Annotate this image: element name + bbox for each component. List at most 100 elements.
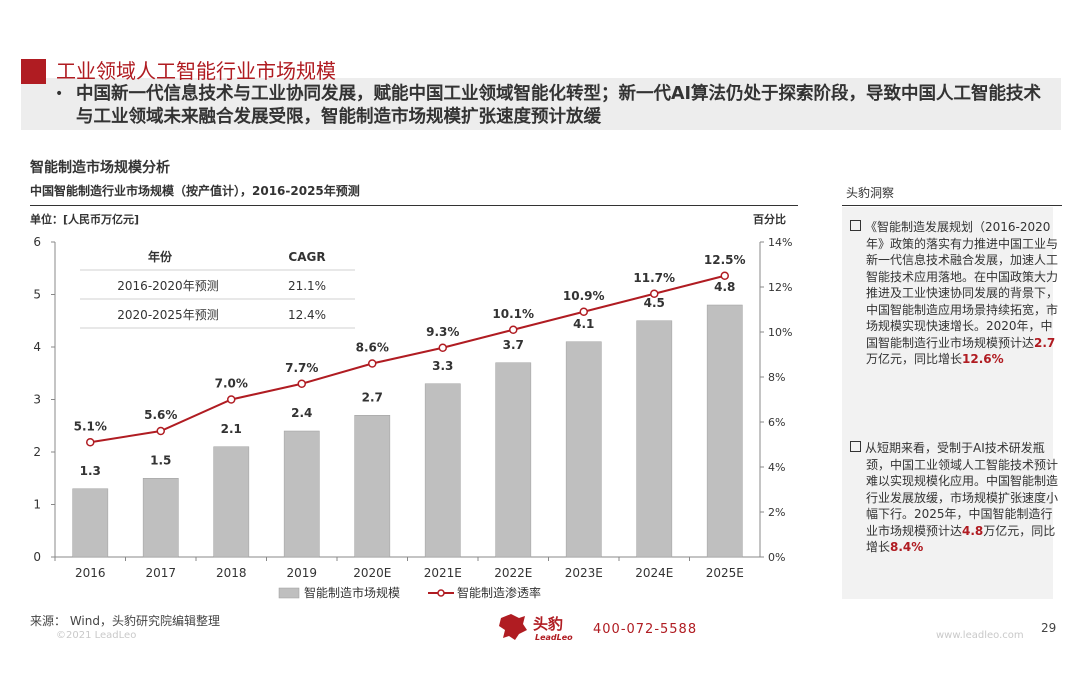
insight-divider [842,205,1062,206]
highlight-value: 8.4% [890,540,924,554]
line-point [227,395,236,404]
line-point [156,426,165,436]
x-tick-label: 2021E [424,566,462,580]
line-point [368,359,377,368]
bar-data-label: 4.8 [714,280,735,294]
bar-data-label: 2.7 [362,390,383,404]
x-tick-label: 2018 [216,566,247,580]
line-data-label: 11.7% [633,271,675,285]
source-note: 来源： Wind，头豹研究院编辑整理 [30,614,220,628]
chart-subtitle: 中国智能制造行业市场规模（按产值计），2016-2025年预测 [30,184,360,198]
x-tick-label: 2025E [706,566,744,580]
right-tick-label: 8% [768,371,785,384]
summary-box [21,78,1061,130]
line-data-label: 12.5% [704,253,746,267]
line-data-label: 10.9% [563,289,605,303]
insight-paragraph: 《智能制造发展规划（2016-2020年》政策的落实有力推进中国工业与新一代信息… [850,219,1064,368]
x-tick-label: 2024E [635,566,673,580]
bar [706,304,743,558]
left-tick-label: 3 [33,393,41,407]
line-point [720,271,729,280]
highlight-value: 2.7 [1034,335,1056,350]
bar-data-label: 1.3 [80,464,101,478]
table-header-bg [80,243,355,269]
legend-line-label: 智能制造渗透率 [457,585,541,600]
bar [424,383,461,558]
combo-chart: 0 1 2 3 4 5 6 0% 2% 4% 6% 8% 10% 12% 14% 2016 2017 2018 20… [33,235,792,600]
penetration-line [90,274,725,444]
brand-logo: 头豹 LeadLeo [497,612,589,646]
legend-line-marker [437,589,445,597]
line-point [297,379,306,388]
bar-data-label: 2.1 [221,422,242,436]
insight-title: 头豹洞察 [846,186,895,200]
highlight-value: 4.8 [962,523,984,538]
left-tick-label: 5 [33,288,41,302]
x-tick-label: 2017 [145,566,176,580]
copyright: ©2021 LeadLeo [56,630,137,641]
insight-panel [842,207,1053,599]
table-cell: 2016-2020年预测 [117,279,218,293]
checkbox-icon [850,441,861,452]
bar-data-label: 4.5 [644,296,665,310]
legend-bar-swatch [278,587,300,599]
bar [495,362,532,558]
right-tick-label: 2% [768,506,785,519]
line-data-label: 7.7% [285,361,318,375]
line-data-label: 5.1% [74,419,107,433]
bar-data-label: 4.1 [573,317,594,331]
page-title: 工业领域人工智能行业市场规模 [56,59,336,83]
leopard-icon [499,614,527,640]
chart-legend: 智能制造市场规模 智能制造渗透率 [278,585,541,600]
highlight-value: 12.6% [962,352,1004,366]
line-point [438,343,447,352]
line-point [579,307,588,316]
x-tick-label: 2022E [494,566,532,580]
bar [354,415,391,558]
bar-data-label: 1.5 [150,453,171,467]
bullet-dot-icon: • [55,86,64,102]
summary-text: 中国新一代信息技术与工业协同发展，赋能中国工业领域智能化转型；新一代AI算法仍处… [76,84,1042,127]
logo-subtext: LeadLeo [535,633,573,642]
table-header-cell: CAGR [288,250,325,264]
title-marker [21,59,46,84]
bar-series: 1.3 1.5 2.1 2.4 2.7 3.3 3.7 4.1 4.5 4.8 [72,280,743,558]
bar [72,488,109,558]
table-cell: 12.4% [288,308,326,322]
line-point [86,438,95,447]
insight-paragraph: 从短期来看，受制于AI技术研发瓶颈，中国工业领域人工智能技术预计难以实现规模化应… [850,440,1064,556]
legend-bar-label: 智能制造市场规模 [304,585,400,600]
bar-data-label: 3.3 [432,359,453,373]
bar [565,341,602,558]
left-tick-label: 1 [33,498,41,512]
right-tick-label: 6% [768,416,785,429]
line-data-label: 9.3% [426,325,459,339]
checkbox-icon [850,220,861,231]
line-point [509,325,518,334]
subtitle-divider [30,205,798,206]
bar [142,478,179,558]
cagr-table: 年份 CAGR 2016-2020年预测 21.1% 2020-2025年预测 12.4% [80,243,355,329]
bar-data-label: 3.7 [503,338,524,352]
line-point [650,289,659,298]
chart-heading: 智能制造市场规模分析 [30,160,170,176]
line-data-label: 8.6% [356,341,389,355]
bar [636,320,673,558]
right-tick-label: 4% [768,461,785,474]
website-link[interactable]: www.leadleo.com [936,630,1024,641]
x-tick-label: 2019 [286,566,317,580]
line-data-label: 10.1% [492,307,534,321]
bar [283,430,320,558]
bar-data-label: 2.4 [291,406,312,420]
table-cell: 2020-2025年预测 [117,308,218,322]
right-axis-unit: 百分比 [753,213,786,226]
left-tick-label: 0 [33,550,41,564]
table-header-cell: 年份 [148,249,173,264]
table-cell: 21.1% [288,279,326,293]
right-tick-label: 14% [768,236,792,249]
phone-number[interactable]: 400-072-5588 [593,622,698,637]
page-number: 29 [1041,621,1057,635]
line-data-label: 5.6% [144,408,177,422]
right-tick-label: 10% [768,326,792,339]
right-tick-label: 12% [768,281,792,294]
